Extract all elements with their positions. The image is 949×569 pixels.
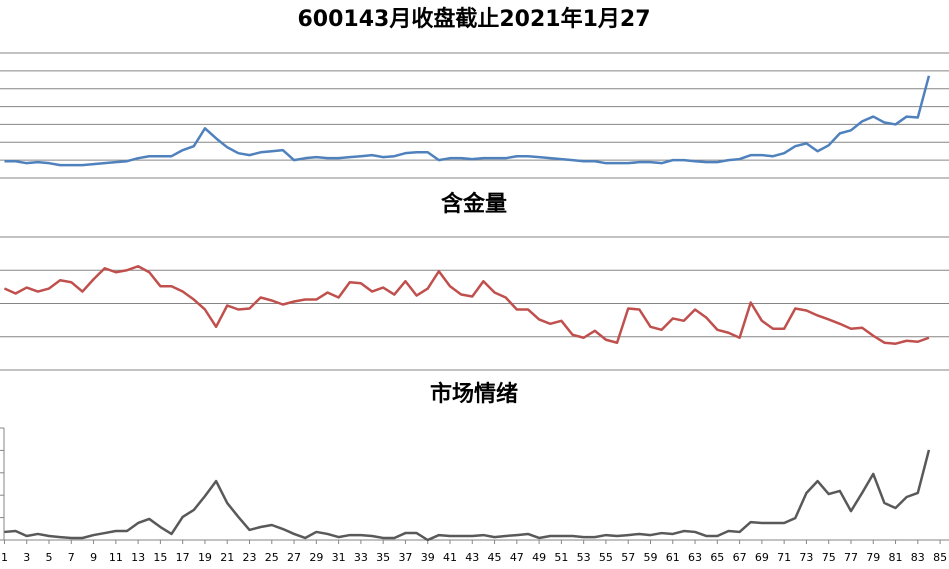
x-tick-label: 1 [1,551,8,564]
x-tick-label: 17 [176,551,190,564]
x-tick-label: 81 [889,551,903,564]
data-line [3,265,930,345]
x-tick-label: 31 [332,551,346,564]
x-tick-label: 41 [443,551,457,564]
x-tick-label: 55 [599,551,613,564]
x-tick-label: 79 [866,551,880,564]
x-tick-label: 7 [68,551,75,564]
x-tick-label: 73 [799,551,813,564]
x-tick-label: 75 [822,551,836,564]
x-tick-label: 85 [933,551,947,564]
x-tick-label: 9 [90,551,97,564]
x-tick-label: 15 [153,551,167,564]
x-tick-label: 63 [688,551,702,564]
x-tick-label: 57 [621,551,635,564]
chart-title: 600143月收盘截止2021年1月27 [298,6,651,32]
x-tick-label: 13 [131,551,145,564]
x-tick-label: 11 [109,551,123,564]
x-tick-label: 33 [354,551,368,564]
x-tick-label: 49 [532,551,546,564]
data-line [4,449,931,542]
x-tick-label: 29 [309,551,323,564]
x-tick-label: 25 [265,551,279,564]
x-tick-label: 77 [844,551,858,564]
x-tick-label: 67 [733,551,747,564]
x-tick-label: 19 [198,551,212,564]
x-tick-label: 45 [488,551,502,564]
x-tick-label: 53 [577,551,591,564]
x-tick-label: 69 [755,551,769,564]
x-tick-label: 21 [220,551,234,564]
x-tick-label: 65 [710,551,724,564]
x-tick-label: 39 [421,551,435,564]
x-tick-label: 71 [777,551,791,564]
x-tick-label: 5 [46,551,53,564]
chart-title: 市场情绪 [430,381,518,407]
x-tick-label: 35 [376,551,390,564]
x-tick-label: 59 [643,551,657,564]
x-tick-label: 23 [243,551,257,564]
chart-title: 含金量 [441,191,507,217]
x-tick-label: 47 [510,551,524,564]
x-tick-label: 37 [398,551,412,564]
x-tick-label: 43 [465,551,479,564]
x-tick-label: 3 [23,551,30,564]
x-tick-label: 61 [666,551,680,564]
data-line [4,75,931,167]
x-tick-label: 27 [287,551,301,564]
x-tick-label: 51 [554,551,568,564]
x-tick-label: 83 [911,551,925,564]
